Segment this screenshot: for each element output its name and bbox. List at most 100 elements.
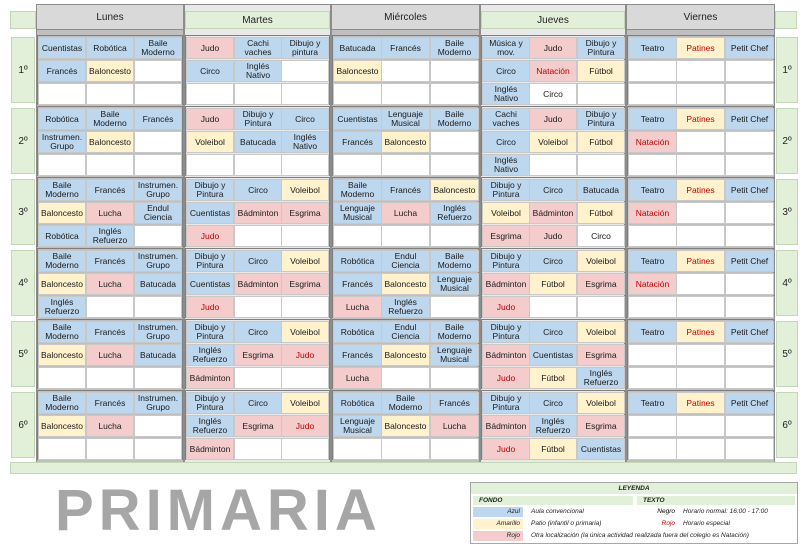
activity-cell: Voleibol xyxy=(529,131,577,153)
grade-label-right: 2º xyxy=(776,108,798,174)
empty-cell xyxy=(430,83,479,105)
activity-cell: Endul Ciencia xyxy=(381,250,430,272)
empty-cell xyxy=(134,296,182,318)
empty-cell xyxy=(234,438,282,460)
activity-cell: Voleibol xyxy=(186,131,234,153)
activity-cell: Batucada xyxy=(577,179,625,201)
empty-cell xyxy=(86,438,134,460)
activity-cell: Inglés Refuerzo xyxy=(186,415,234,437)
activity-cell: Baloncesto xyxy=(38,344,86,366)
empty-cell xyxy=(676,415,725,437)
activity-cell: Cuentistas xyxy=(186,202,234,224)
activity-cell: Patines xyxy=(676,37,725,59)
activity-cell: Judo xyxy=(186,296,234,318)
legend-texto-rojo: Rojo Horario especial xyxy=(637,519,795,529)
activity-cell: Natación xyxy=(628,202,677,224)
legend-swatch-azul: Azul xyxy=(473,507,523,517)
activity-cell: Inglés Refuerzo xyxy=(529,415,577,437)
activity-cell: Petit Chef xyxy=(725,392,774,414)
activity-cell: Inglés Nativo xyxy=(482,83,530,105)
activity-cell: Robótica xyxy=(333,250,382,272)
activity-cell: Dibujo y Pintura xyxy=(577,37,625,59)
activity-cell: Música y mov. xyxy=(482,37,530,59)
empty-cell xyxy=(676,131,725,153)
grade-label-left: 4º xyxy=(11,250,35,316)
activity-cell: Baile Moderno xyxy=(134,37,182,59)
activity-cell: Baloncesto xyxy=(381,344,430,366)
activity-cell: Voleibol xyxy=(482,202,530,224)
activity-cell: Instrumen. Grupo xyxy=(134,321,182,343)
activity-cell: Voleibol xyxy=(281,179,329,201)
empty-cell xyxy=(86,83,134,105)
activity-cell: Circo xyxy=(529,83,577,105)
empty-cell xyxy=(628,83,677,105)
activity-cell: Judo xyxy=(482,296,530,318)
empty-cell xyxy=(430,131,479,153)
day-header: Jueves xyxy=(481,11,625,29)
activity-cell: Baile Moderno xyxy=(38,392,86,414)
empty-cell xyxy=(281,60,329,82)
activity-cell: Bádminton xyxy=(186,367,234,389)
empty-cell xyxy=(529,154,577,176)
activity-cell: Lucha xyxy=(381,202,430,224)
activity-cell: Teatro xyxy=(628,108,677,130)
activity-cell: Lucha xyxy=(333,296,382,318)
activity-cell: Baile Moderno xyxy=(381,392,430,414)
activity-cell: Cuentistas xyxy=(529,344,577,366)
activity-cell: Teatro xyxy=(628,179,677,201)
activity-cell: Baile Moderno xyxy=(38,250,86,272)
empty-cell xyxy=(38,154,86,176)
activity-cell: Esgrima xyxy=(577,415,625,437)
activity-cell: Voleibol xyxy=(281,392,329,414)
legend-fondo-rojo: Rojo Otra localización (la única activid… xyxy=(473,531,795,541)
empty-cell xyxy=(430,154,479,176)
empty-cell xyxy=(725,273,774,295)
empty-cell xyxy=(676,438,725,460)
activity-cell: Judo xyxy=(281,415,329,437)
grade-label-right: 6º xyxy=(776,392,798,458)
activity-cell: Dibujo y Pintura xyxy=(482,321,530,343)
activity-cell: Circo xyxy=(529,179,577,201)
activity-cell: Batucada xyxy=(134,273,182,295)
empty-cell xyxy=(725,83,774,105)
activity-cell: Baile Moderno xyxy=(430,37,479,59)
activity-cell: Francés xyxy=(86,250,134,272)
activity-cell: Fútbol xyxy=(577,60,625,82)
empty-cell xyxy=(676,296,725,318)
activity-cell: Francés xyxy=(381,179,430,201)
activity-cell: Lenguaje Musical xyxy=(333,202,382,224)
empty-cell xyxy=(676,202,725,224)
activity-cell: Circo xyxy=(482,131,530,153)
activity-cell: Dibujo y Pintura xyxy=(234,108,282,130)
activity-cell: Dibujo y Pintura xyxy=(577,108,625,130)
empty-cell xyxy=(725,296,774,318)
activity-cell: Francés xyxy=(86,321,134,343)
activity-cell: Cuentistas xyxy=(186,273,234,295)
empty-cell xyxy=(281,83,329,105)
activity-cell: Circo xyxy=(529,321,577,343)
activity-cell: Baile Moderno xyxy=(38,321,86,343)
activity-cell: Circo xyxy=(482,60,530,82)
grade-label-left: 2º xyxy=(11,108,35,174)
activity-cell: Baloncesto xyxy=(381,131,430,153)
grade-label-right: 1º xyxy=(776,37,798,103)
empty-cell xyxy=(676,367,725,389)
legend-desc: Otra localización (la única actividad re… xyxy=(531,532,749,539)
activity-cell: Bádminton xyxy=(186,438,234,460)
empty-cell xyxy=(676,273,725,295)
activity-cell: Instrumen. Grupo xyxy=(134,392,182,414)
activity-cell: Dibujo y Pintura xyxy=(482,392,530,414)
empty-cell xyxy=(134,83,182,105)
grade-label-right: 3º xyxy=(776,179,798,245)
activity-cell: Bádminton xyxy=(234,273,282,295)
activity-cell: Lucha xyxy=(86,415,134,437)
activity-cell: Baloncesto xyxy=(38,202,86,224)
empty-cell xyxy=(676,83,725,105)
activity-cell: Esgrima xyxy=(234,415,282,437)
empty-cell xyxy=(430,60,479,82)
empty-cell xyxy=(234,367,282,389)
empty-cell xyxy=(529,296,577,318)
empty-cell xyxy=(628,344,677,366)
empty-cell xyxy=(333,225,382,247)
activity-cell: Baile Moderno xyxy=(86,108,134,130)
